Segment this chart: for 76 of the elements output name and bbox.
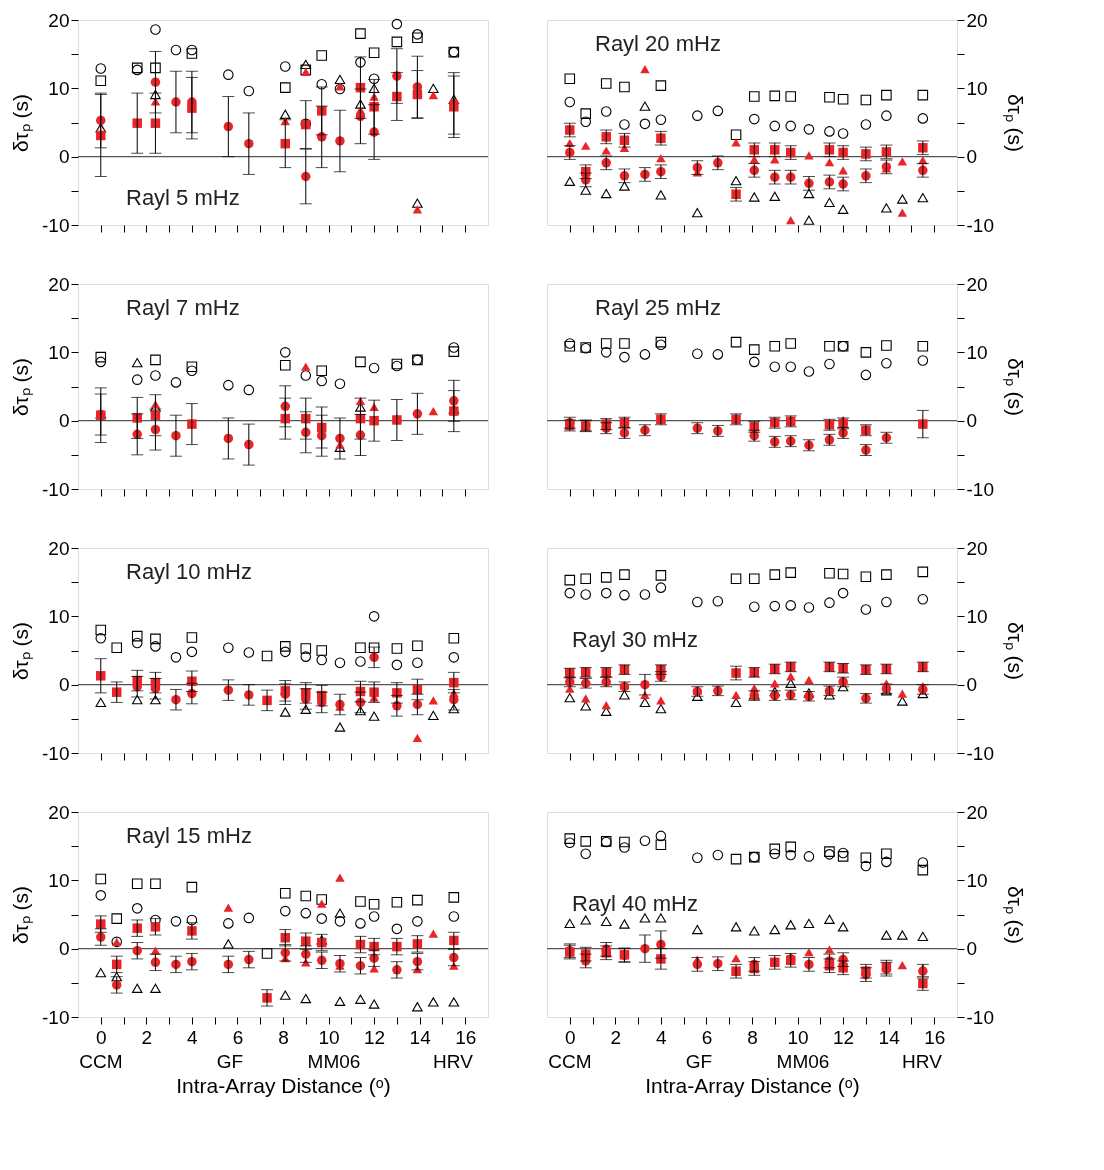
y-tick-label: 10 <box>48 77 70 99</box>
x-axis-title: Intra-Array Distance (ᵒ) <box>176 1073 391 1097</box>
y-tick-label: 20 <box>48 801 70 823</box>
y-tick-label: 0 <box>58 146 70 168</box>
y-tick-label: 0 <box>966 674 978 696</box>
y-tick-label: 10 <box>966 605 988 627</box>
y-tick-label: 0 <box>966 410 978 432</box>
y-axis-title: δτₚ (s) <box>1001 885 1027 945</box>
y-tick-label: 0 <box>966 146 978 168</box>
x-tick-label: 14 <box>878 1026 901 1048</box>
x-tick-label: 0 <box>564 1026 576 1048</box>
x-tick-label: 14 <box>409 1026 432 1048</box>
y-tick-label: 20 <box>48 9 70 31</box>
x-tick-label: 2 <box>610 1026 622 1048</box>
y-tick-label: 20 <box>966 537 988 559</box>
y-tick-label: 0 <box>58 674 70 696</box>
text: Rayl 40 mHz <box>572 891 698 916</box>
x-tick-label: 16 <box>924 1026 946 1048</box>
y-tick-label: -10 <box>42 742 70 764</box>
y-tick-label: -10 <box>42 214 70 236</box>
text: GF <box>216 1051 244 1072</box>
x-tick-label: 6 <box>701 1026 713 1048</box>
text: CCM <box>548 1051 592 1072</box>
text: HRV <box>433 1051 474 1072</box>
y-tick-label: 0 <box>58 938 70 960</box>
y-axis-title: δτₚ (s) <box>9 93 35 153</box>
y-tick-label: 10 <box>966 341 988 363</box>
y-tick-label: 20 <box>966 801 988 823</box>
y-tick-label: -10 <box>966 214 994 236</box>
y-tick-label: 0 <box>966 938 978 960</box>
y-tick-label: 20 <box>48 273 70 295</box>
text: Rayl 5 mHz <box>126 185 240 210</box>
text: CCM <box>79 1051 123 1072</box>
y-axis-title: δτₚ (s) <box>9 621 35 681</box>
x-tick-label: 6 <box>232 1026 244 1048</box>
y-tick-label: -10 <box>966 478 994 500</box>
text: HRV <box>902 1051 943 1072</box>
x-tick-label: 8 <box>747 1026 758 1048</box>
text: Rayl 30 mHz <box>572 627 698 652</box>
text: Rayl 7 mHz <box>126 295 240 320</box>
y-axis-title: δτₚ (s) <box>9 885 35 945</box>
text: GF <box>685 1051 713 1072</box>
y-tick-label: 10 <box>966 77 988 99</box>
x-tick-label: 4 <box>656 1026 668 1048</box>
y-axis-title: δτₚ (s) <box>1001 357 1027 417</box>
y-tick-label: 10 <box>48 869 70 891</box>
y-tick-label: 20 <box>966 9 988 31</box>
y-tick-label: 10 <box>966 869 988 891</box>
x-tick-label: 12 <box>364 1026 386 1048</box>
y-axis-title: δτₚ (s) <box>1001 621 1027 681</box>
x-tick-label: 10 <box>318 1026 340 1048</box>
text: Rayl 25 mHz <box>595 295 721 320</box>
x-tick-label: 8 <box>278 1026 289 1048</box>
y-tick-label: 20 <box>966 273 988 295</box>
x-axis-title: Intra-Array Distance (ᵒ) <box>645 1073 860 1097</box>
text: MM06 <box>307 1051 361 1072</box>
y-tick-label: -10 <box>966 742 994 764</box>
y-tick-label: -10 <box>42 1006 70 1028</box>
x-tick-label: 16 <box>455 1026 477 1048</box>
x-tick-label: 2 <box>141 1026 153 1048</box>
text: Rayl 20 mHz <box>595 31 721 56</box>
y-tick-label: 10 <box>48 605 70 627</box>
x-tick-label: 0 <box>95 1026 107 1048</box>
y-axis-title: δτₚ (s) <box>9 357 35 417</box>
y-tick-label: 10 <box>48 341 70 363</box>
text: Rayl 10 mHz <box>126 559 252 584</box>
y-axis-title: δτₚ (s) <box>1001 93 1027 153</box>
y-tick-label: -10 <box>42 478 70 500</box>
y-tick-label: 0 <box>58 410 70 432</box>
x-tick-label: 10 <box>787 1026 809 1048</box>
y-tick-label: 20 <box>48 537 70 559</box>
x-tick-label: 4 <box>187 1026 199 1048</box>
x-tick-label: 12 <box>833 1026 855 1048</box>
text: Rayl 15 mHz <box>126 823 252 848</box>
y-tick-label: -10 <box>966 1006 994 1028</box>
text: MM06 <box>776 1051 830 1072</box>
